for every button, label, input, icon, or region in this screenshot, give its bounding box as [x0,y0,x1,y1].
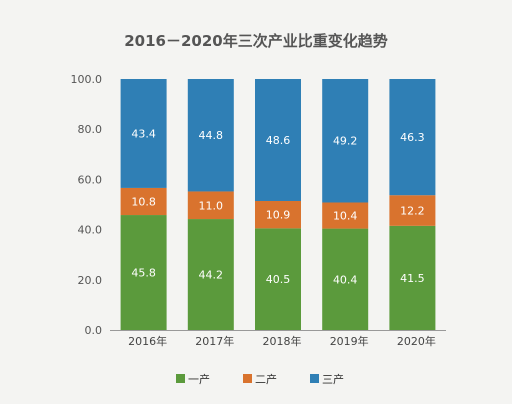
x-tick-label: 2016年 [128,334,167,348]
x-tick-label: 2017年 [195,334,234,348]
legend-label: 二产 [255,372,277,386]
x-tick-label: 2020年 [397,334,436,348]
data-label: 41.5 [400,272,425,285]
data-label: 48.6 [266,134,291,147]
bar-segment-2 [120,187,167,216]
bar-segment-3 [255,79,301,201]
data-label: 10.8 [131,195,156,208]
y-axis: 0.0 20.0 40.0 60.0 80.0 100.0 [71,73,103,337]
bar-segment-1 [255,228,301,330]
bar-segment-3 [120,79,167,188]
bar-segment-1 [187,219,234,330]
bar-segment-1 [322,228,369,330]
data-label: 45.8 [131,267,156,280]
x-axis: 2016年 2017年 2018年 2019年 2020年 [110,330,446,348]
x-tick-label: 2018年 [263,334,302,348]
bar-segment-2 [322,202,369,229]
data-label: 10.9 [266,209,291,222]
x-tick-label: 2019年 [330,334,369,348]
bar-segment-1 [389,225,436,330]
bar-segment-3 [389,79,436,196]
y-tick-label: 60.0 [78,173,103,186]
legend-swatch [176,374,185,383]
data-label: 46.3 [400,131,425,144]
legend-label: 一产 [188,372,210,386]
bar-segment-3 [187,79,234,192]
y-tick-label: 80.0 [78,123,103,136]
legend: 一产 二产 三产 [176,372,344,386]
data-label: 40.4 [333,273,358,286]
y-tick-label: 40.0 [78,224,103,237]
legend-label: 三产 [322,372,344,386]
y-tick-label: 20.0 [78,274,103,287]
data-label: 40.5 [266,273,291,286]
data-label: 12.2 [400,205,425,218]
data-label: 49.2 [333,135,358,148]
bar-segment-3 [322,79,369,203]
bar-segment-1 [120,215,167,330]
y-tick-label: 100.0 [71,73,103,86]
data-label: 43.4 [131,127,156,140]
data-label: 11.0 [199,199,224,212]
bar-segment-2 [389,195,436,226]
bar-segment-2 [255,200,301,229]
bars: 45.8 10.8 43.4 44.2 11.0 44.8 40.5 10.9 48.6 40.4… [120,79,436,330]
legend-swatch [243,374,252,383]
data-label: 44.8 [199,129,224,142]
data-label: 44.2 [199,269,224,282]
y-tick-label: 0.0 [85,324,103,337]
data-label: 10.4 [333,210,358,223]
legend-swatch [310,374,319,383]
chart-title: 2016－2020年三次产业比重变化趋势 [124,32,388,50]
bar-segment-2 [187,191,234,220]
